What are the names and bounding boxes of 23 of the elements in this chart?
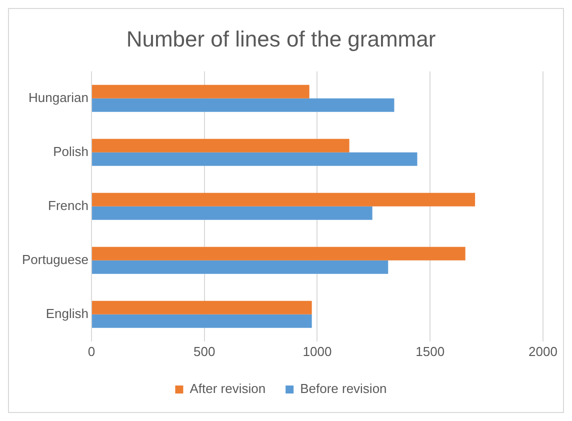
legend-label: After revision — [190, 381, 266, 396]
bar — [92, 260, 388, 274]
x-tick-label: 500 — [194, 344, 216, 359]
x-tick-label: 0 — [88, 344, 96, 359]
y-tick-label: Polish — [53, 144, 88, 159]
chart-title: Number of lines of the grammar — [126, 26, 436, 52]
y-tick-label: Hungarian — [28, 90, 88, 105]
y-tick-label: English — [46, 306, 88, 321]
bar — [92, 206, 372, 220]
y-tick-label: Portuguese — [22, 252, 88, 267]
x-tick-label: 1000 — [302, 344, 332, 359]
legend-label: Before revision — [300, 381, 387, 396]
bar — [92, 84, 310, 98]
bar — [92, 314, 312, 328]
bar — [92, 246, 466, 260]
bar — [92, 152, 418, 166]
bar — [92, 98, 394, 112]
bar — [92, 138, 350, 152]
x-tick-label: 2000 — [528, 344, 558, 359]
y-tick-label: French — [48, 198, 88, 213]
bar — [92, 192, 476, 206]
bar — [92, 300, 312, 314]
x-tick-label: 1500 — [416, 344, 445, 359]
